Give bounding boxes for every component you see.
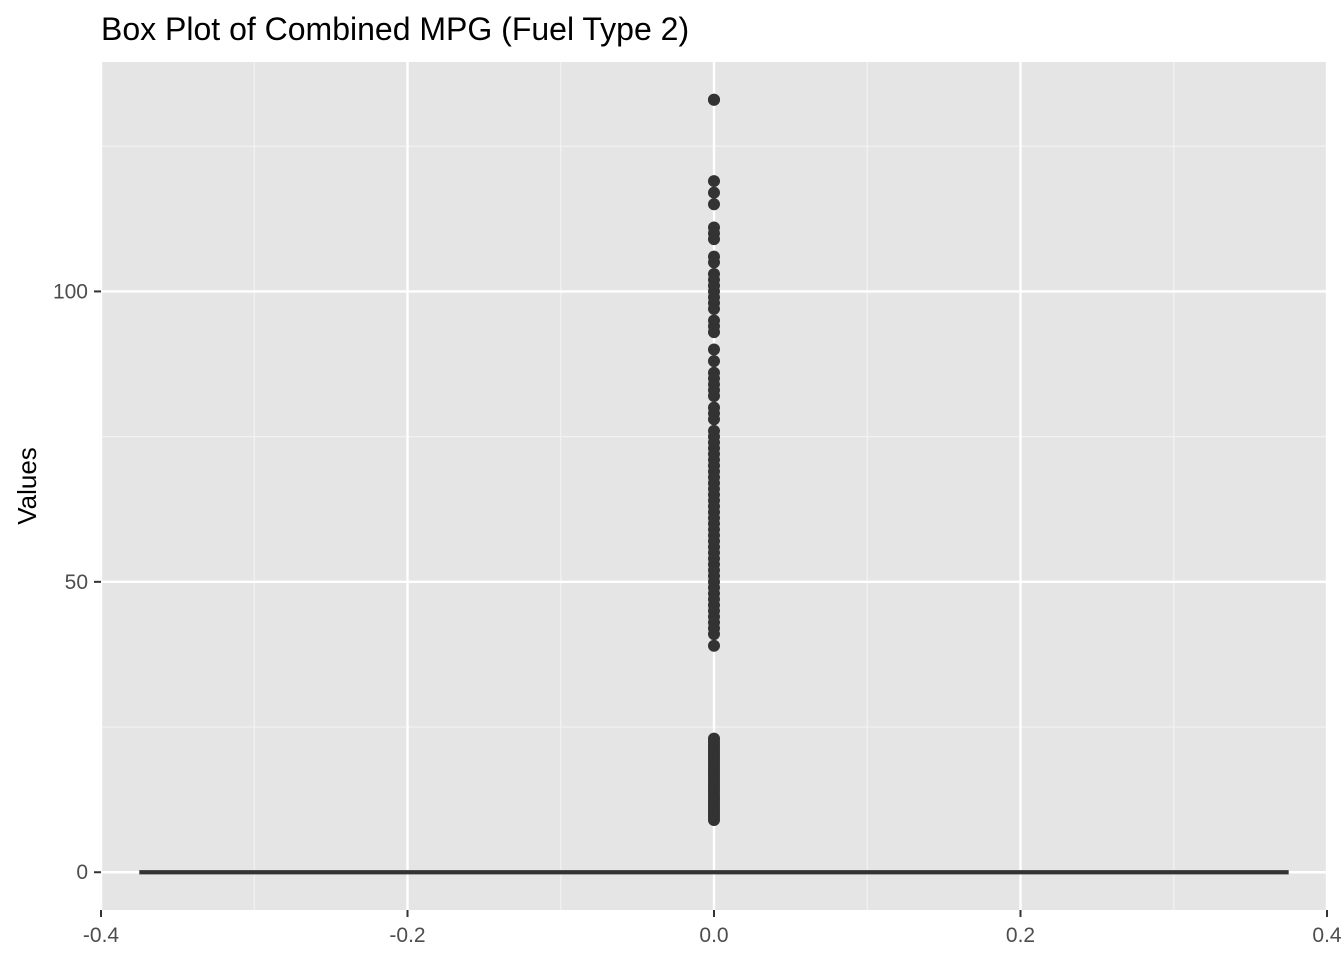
outlier-point — [708, 186, 720, 199]
x-tick-label: -0.4 — [83, 924, 120, 947]
chart-title: Box Plot of Combined MPG (Fuel Type 2) — [101, 11, 689, 47]
outlier-point — [708, 256, 720, 269]
outlier-point — [708, 93, 720, 106]
x-tick-label: 0.2 — [1006, 924, 1035, 947]
x-tick-label: 0.4 — [1312, 924, 1342, 947]
y-axis: 0 50 100 — [53, 280, 101, 884]
outlier-point — [708, 175, 720, 188]
y-tick-label: 100 — [53, 280, 88, 303]
outlier-point — [708, 628, 720, 641]
outlier-point — [708, 198, 720, 211]
outlier-point — [708, 302, 720, 315]
outlier-point — [708, 413, 720, 426]
outlier-point — [708, 233, 720, 246]
outlier-point — [708, 639, 720, 652]
y-axis-label: Values — [12, 447, 42, 525]
outlier-point — [708, 389, 720, 402]
outlier-point — [708, 326, 720, 339]
y-tick-label: 0 — [76, 861, 88, 884]
x-axis: -0.4 -0.2 0.0 0.2 0.4 — [83, 910, 1342, 947]
y-tick-label: 50 — [65, 571, 88, 594]
x-tick-label: -0.2 — [389, 924, 425, 947]
outlier-points — [708, 93, 720, 826]
outlier-point — [708, 813, 720, 826]
outlier-point — [708, 343, 720, 356]
x-tick-label: 0.0 — [699, 924, 728, 947]
outlier-point — [708, 355, 720, 368]
